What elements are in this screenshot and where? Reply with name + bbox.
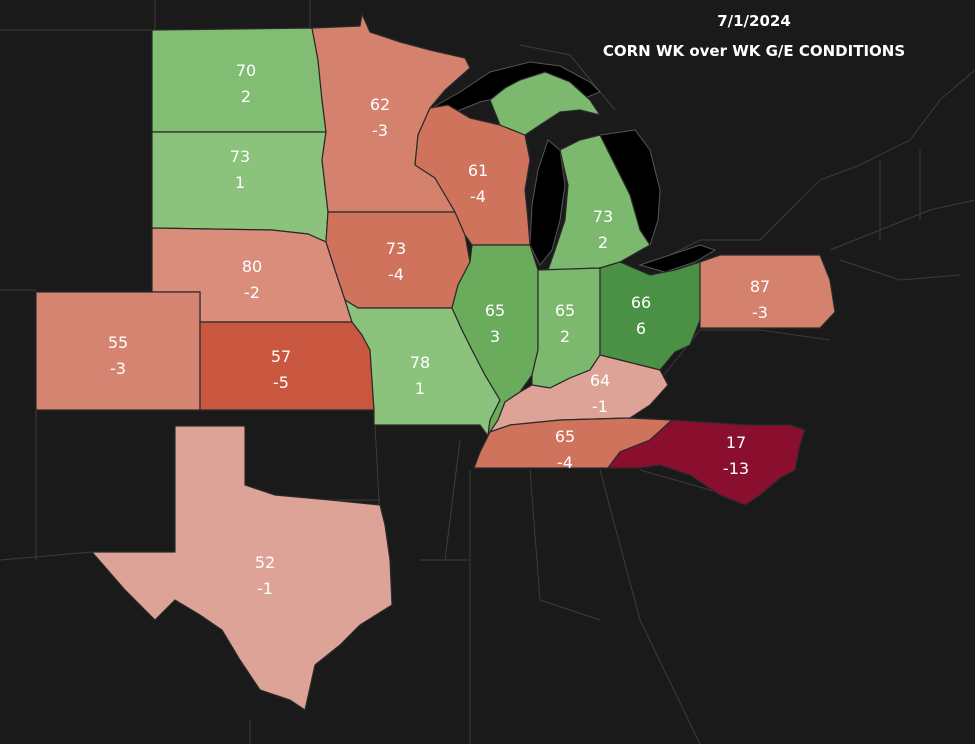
state-labels: 70273180-255-357-562-373-478161-46537326…	[108, 61, 770, 598]
state-change-illinois: 3	[490, 327, 500, 346]
state-condition-tennessee: 65	[555, 427, 575, 446]
state-condition-minnesota: 62	[370, 95, 390, 114]
state-condition-michigan: 73	[593, 207, 613, 226]
state-iowa[interactable]	[325, 211, 471, 309]
state-condition-wisconsin: 61	[468, 161, 488, 180]
state-change-tennessee: -4	[557, 453, 573, 472]
state-change-iowa: -4	[388, 265, 404, 284]
state-change-kansas: -5	[273, 373, 289, 392]
state-kentucky[interactable]	[488, 354, 669, 434]
great-lakes	[430, 61, 717, 273]
state-condition-north-carolina: 17	[726, 433, 746, 452]
state-change-texas: -1	[257, 579, 273, 598]
bg-border-west	[0, 0, 311, 561]
state-kansas[interactable]	[199, 321, 375, 411]
state-change-wisconsin: -4	[470, 187, 486, 206]
state-north-dakota[interactable]	[151, 27, 327, 133]
state-condition-south-dakota: 73	[230, 147, 250, 166]
state-condition-ohio: 66	[631, 293, 651, 312]
state-condition-illinois: 65	[485, 301, 505, 320]
state-change-kentucky: -1	[592, 397, 608, 416]
map-date: 7/1/2024	[717, 12, 791, 30]
state-condition-nebraska: 80	[242, 257, 262, 276]
state-condition-colorado: 55	[108, 333, 128, 352]
state-condition-indiana: 65	[555, 301, 575, 320]
state-change-michigan: 2	[598, 233, 608, 252]
lake-michigan	[529, 139, 566, 266]
state-condition-missouri: 78	[410, 353, 430, 372]
state-change-ohio: 6	[636, 319, 646, 338]
state-change-north-carolina: -13	[723, 459, 749, 478]
state-pennsylvania[interactable]	[699, 254, 836, 329]
bg-border-northeast	[519, 44, 975, 281]
state-change-south-dakota: 1	[235, 173, 245, 192]
state-michigan[interactable]	[489, 71, 651, 271]
state-change-missouri: 1	[415, 379, 425, 398]
state-condition-kentucky: 64	[590, 371, 610, 390]
state-change-pennsylvania: -3	[752, 303, 768, 322]
state-condition-texas: 52	[255, 553, 275, 572]
state-shapes	[35, 11, 836, 711]
bg-border-southeast	[469, 329, 831, 744]
state-texas[interactable]	[90, 425, 393, 711]
state-change-indiana: 2	[560, 327, 570, 346]
state-change-colorado: -3	[110, 359, 126, 378]
state-change-north-dakota: 2	[241, 87, 251, 106]
state-condition-pennsylvania: 87	[750, 277, 770, 296]
state-change-minnesota: -3	[372, 121, 388, 140]
state-condition-north-dakota: 70	[236, 61, 256, 80]
state-wisconsin[interactable]	[414, 104, 531, 246]
state-condition-iowa: 73	[386, 239, 406, 258]
state-condition-kansas: 57	[271, 347, 291, 366]
bg-border-south	[249, 424, 470, 744]
state-north-carolina[interactable]	[606, 419, 806, 506]
state-change-nebraska: -2	[244, 283, 260, 302]
map-subtitle: CORN WK over WK G/E CONDITIONS	[603, 42, 905, 60]
